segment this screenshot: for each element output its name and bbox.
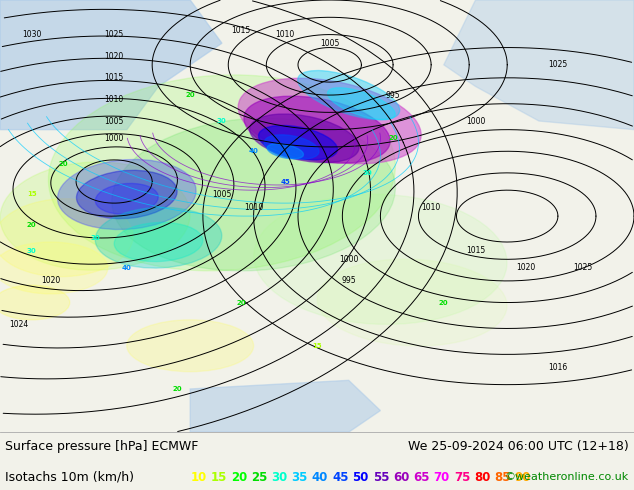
Text: 1024: 1024 [10,319,29,329]
Text: 1000: 1000 [105,134,124,143]
Text: 40: 40 [249,148,259,154]
Text: 15: 15 [210,471,227,484]
Ellipse shape [267,144,304,159]
Text: 80: 80 [474,471,491,484]
Polygon shape [190,380,380,432]
Text: 40: 40 [122,265,132,271]
Text: 20: 20 [27,222,37,228]
Text: 90: 90 [515,471,531,484]
Ellipse shape [58,159,196,229]
Text: 1030: 1030 [22,30,41,39]
Ellipse shape [95,183,158,214]
Text: 15: 15 [312,343,322,349]
Ellipse shape [238,78,421,164]
Text: 1000: 1000 [466,117,485,125]
Text: 75: 75 [454,471,470,484]
Text: 1010: 1010 [244,203,263,212]
Ellipse shape [114,222,203,262]
Text: 20: 20 [236,299,246,306]
Ellipse shape [112,118,396,271]
Text: 30: 30 [271,471,288,484]
Text: 1015: 1015 [105,74,124,82]
Ellipse shape [244,96,390,163]
Ellipse shape [0,285,70,320]
Text: 25: 25 [251,471,268,484]
Ellipse shape [48,75,396,271]
Text: 1025: 1025 [105,30,124,39]
Text: We 25-09-2024 06:00 UTC (12+18): We 25-09-2024 06:00 UTC (12+18) [408,440,629,453]
Text: 1020: 1020 [517,264,536,272]
Text: 1010: 1010 [276,30,295,39]
Ellipse shape [250,114,359,163]
Text: 40: 40 [312,471,328,484]
Text: 1010: 1010 [105,95,124,104]
Text: 20: 20 [439,299,449,306]
Ellipse shape [328,88,395,120]
Ellipse shape [317,259,507,346]
Text: 85: 85 [495,471,511,484]
Ellipse shape [0,199,133,277]
Polygon shape [444,0,634,130]
Text: 1020: 1020 [41,276,60,285]
Text: 995: 995 [385,91,401,99]
Ellipse shape [259,125,337,160]
Text: 1005: 1005 [105,117,124,125]
Text: 20: 20 [388,135,398,141]
Text: 995: 995 [341,276,356,285]
Text: 1015: 1015 [466,246,485,255]
Text: 45: 45 [332,471,349,484]
Text: 20: 20 [185,92,195,98]
Ellipse shape [95,207,222,268]
Text: 50: 50 [353,471,369,484]
Text: 1025: 1025 [548,60,567,69]
Text: 60: 60 [393,471,410,484]
Text: Surface pressure [hPa] ECMWF: Surface pressure [hPa] ECMWF [5,440,198,453]
Text: Isotachs 10m (km/h): Isotachs 10m (km/h) [5,471,134,484]
Ellipse shape [0,162,190,270]
Ellipse shape [264,135,319,159]
Text: 55: 55 [373,471,389,484]
Text: 20: 20 [58,161,68,167]
Text: 1005: 1005 [320,39,339,48]
Text: 1025: 1025 [574,264,593,272]
Text: 35: 35 [292,471,308,484]
Text: 20: 20 [172,386,183,392]
Text: 30: 30 [90,235,100,241]
Text: 30: 30 [27,247,37,254]
Text: 1015: 1015 [231,26,250,35]
Text: 1016: 1016 [548,363,567,372]
Text: 1005: 1005 [212,190,231,199]
Ellipse shape [254,195,507,324]
Text: 15: 15 [27,192,37,197]
Text: 65: 65 [413,471,430,484]
Text: 30: 30 [217,118,227,124]
Text: 1000: 1000 [339,255,358,264]
Ellipse shape [298,71,399,120]
Text: 1010: 1010 [422,203,441,212]
Ellipse shape [77,171,177,219]
Text: ©weatheronline.co.uk: ©weatheronline.co.uk [505,472,629,482]
Polygon shape [0,0,222,130]
Text: 45: 45 [280,178,290,185]
Text: 10: 10 [190,471,207,484]
Text: 20: 20 [231,471,247,484]
Text: 70: 70 [434,471,450,484]
Text: 1020: 1020 [105,51,124,61]
Ellipse shape [127,320,254,372]
Ellipse shape [0,242,108,294]
Text: 30: 30 [363,170,373,176]
